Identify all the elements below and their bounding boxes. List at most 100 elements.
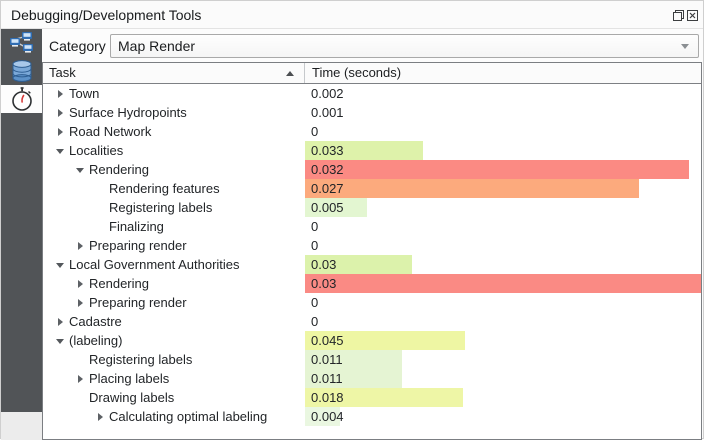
time-value: 0 [311, 295, 319, 310]
task-label: Registering labels [109, 200, 213, 215]
time-value: 0.045 [311, 333, 344, 348]
task-row[interactable]: Localities 0.033 [43, 141, 701, 160]
time-bar [305, 388, 463, 407]
float-window-icon[interactable] [672, 9, 685, 22]
task-row[interactable]: Preparing render 0 [43, 236, 701, 255]
task-row[interactable]: Placing labels 0.011 [43, 369, 701, 388]
expander-icon [73, 350, 89, 369]
task-label: Rendering features [109, 181, 220, 196]
time-value: 0 [311, 124, 319, 139]
sidebar-item-profiler[interactable] [1, 85, 42, 113]
sidebar-item-network-logger[interactable] [1, 29, 42, 57]
column-header-task[interactable]: Task [43, 63, 305, 83]
column-header-time[interactable]: Time (seconds) [306, 63, 701, 83]
task-label: Local Government Authorities [69, 257, 240, 272]
time-value: 0 [311, 219, 319, 234]
task-row[interactable]: Rendering 0.03 [43, 274, 701, 293]
time-value: 0 [311, 238, 319, 253]
expander-icon[interactable] [53, 84, 69, 103]
indent-spacer [43, 93, 53, 94]
expander-icon[interactable] [93, 407, 109, 426]
task-label: Localities [69, 143, 124, 158]
time-bar [305, 407, 340, 426]
expander-icon[interactable] [73, 369, 89, 388]
profiler-table: Task Time (seconds) Town 0.002 Surface H… [42, 62, 702, 440]
indent-spacer [43, 207, 93, 208]
profiler-rows: Town 0.002 Surface Hydropoints 0.001 Roa… [43, 84, 701, 426]
indent-spacer [43, 340, 53, 341]
time-value: 0.03 [311, 257, 337, 272]
task-row[interactable]: Calculating optimal labeling 0.004 [43, 407, 701, 426]
time-bar [305, 331, 465, 350]
indent-spacer [43, 169, 73, 170]
time-value: 0.005 [311, 200, 344, 215]
expander-icon[interactable] [73, 160, 89, 179]
network-icon [9, 31, 35, 55]
table-header: Task Time (seconds) [43, 63, 701, 84]
task-label: Preparing render [89, 295, 187, 310]
column-header-task-label: Task [49, 65, 76, 80]
task-label: Road Network [69, 124, 152, 139]
task-label: (labeling) [69, 333, 123, 348]
indent-spacer [43, 112, 53, 113]
task-row[interactable]: Local Government Authorities 0.03 [43, 255, 701, 274]
task-row[interactable]: Town 0.002 [43, 84, 701, 103]
indent-spacer [43, 131, 53, 132]
time-bar [305, 160, 689, 179]
expander-icon[interactable] [53, 255, 69, 274]
indent-spacer [43, 359, 73, 360]
time-bar [305, 141, 423, 160]
time-value: 0.001 [311, 105, 344, 120]
task-row[interactable]: Surface Hydropoints 0.001 [43, 103, 701, 122]
category-label: Category [49, 38, 106, 54]
expander-icon[interactable] [73, 274, 89, 293]
time-value: 0.018 [311, 390, 344, 405]
task-row[interactable]: Finalizing 0 [43, 217, 701, 236]
time-value: 0.011 [311, 352, 343, 367]
expander-icon[interactable] [53, 103, 69, 122]
task-label: Cadastre [69, 314, 122, 329]
task-row[interactable]: Rendering features 0.027 [43, 179, 701, 198]
expander-icon[interactable] [73, 293, 89, 312]
expander-icon[interactable] [53, 331, 69, 350]
task-label: Town [69, 86, 100, 101]
time-value: 0.004 [311, 409, 344, 424]
sidebar-item-query-logger[interactable] [1, 57, 42, 85]
expander-icon[interactable] [73, 236, 89, 255]
task-label: Drawing labels [89, 390, 175, 405]
indent-spacer [43, 188, 93, 189]
expander-icon [93, 217, 109, 236]
expander-icon[interactable] [53, 141, 69, 160]
task-label: Rendering [89, 276, 149, 291]
panel-titlebar: Debugging/Development Tools [1, 1, 703, 29]
expander-icon[interactable] [53, 312, 69, 331]
time-value: 0.002 [311, 86, 344, 101]
time-bar [305, 255, 412, 274]
task-row[interactable]: Preparing render 0 [43, 293, 701, 312]
column-header-time-label: Time (seconds) [312, 65, 402, 80]
panel-title: Debugging/Development Tools [11, 7, 202, 23]
close-icon[interactable] [686, 9, 699, 22]
indent-spacer [43, 245, 73, 246]
expander-icon[interactable] [53, 122, 69, 141]
indent-spacer [43, 150, 53, 151]
time-value: 0.027 [311, 181, 344, 196]
task-label: Surface Hydropoints [69, 105, 187, 120]
time-bar [305, 369, 402, 388]
task-row[interactable]: Registering labels 0.011 [43, 350, 701, 369]
indent-spacer [43, 226, 93, 227]
task-row[interactable]: Cadastre 0 [43, 312, 701, 331]
time-value: 0.011 [311, 371, 343, 386]
category-selected-value: Map Render [118, 38, 196, 54]
task-row[interactable]: Rendering 0.032 [43, 160, 701, 179]
category-combobox[interactable]: Map Render [110, 34, 699, 58]
expander-icon [73, 388, 89, 407]
time-bar [305, 274, 701, 293]
task-row[interactable]: Drawing labels 0.018 [43, 388, 701, 407]
task-label: Finalizing [109, 219, 164, 234]
task-row[interactable]: Registering labels 0.005 [43, 198, 701, 217]
task-row[interactable]: Road Network 0 [43, 122, 701, 141]
time-bar [305, 198, 367, 217]
task-row[interactable]: (labeling) 0.045 [43, 331, 701, 350]
